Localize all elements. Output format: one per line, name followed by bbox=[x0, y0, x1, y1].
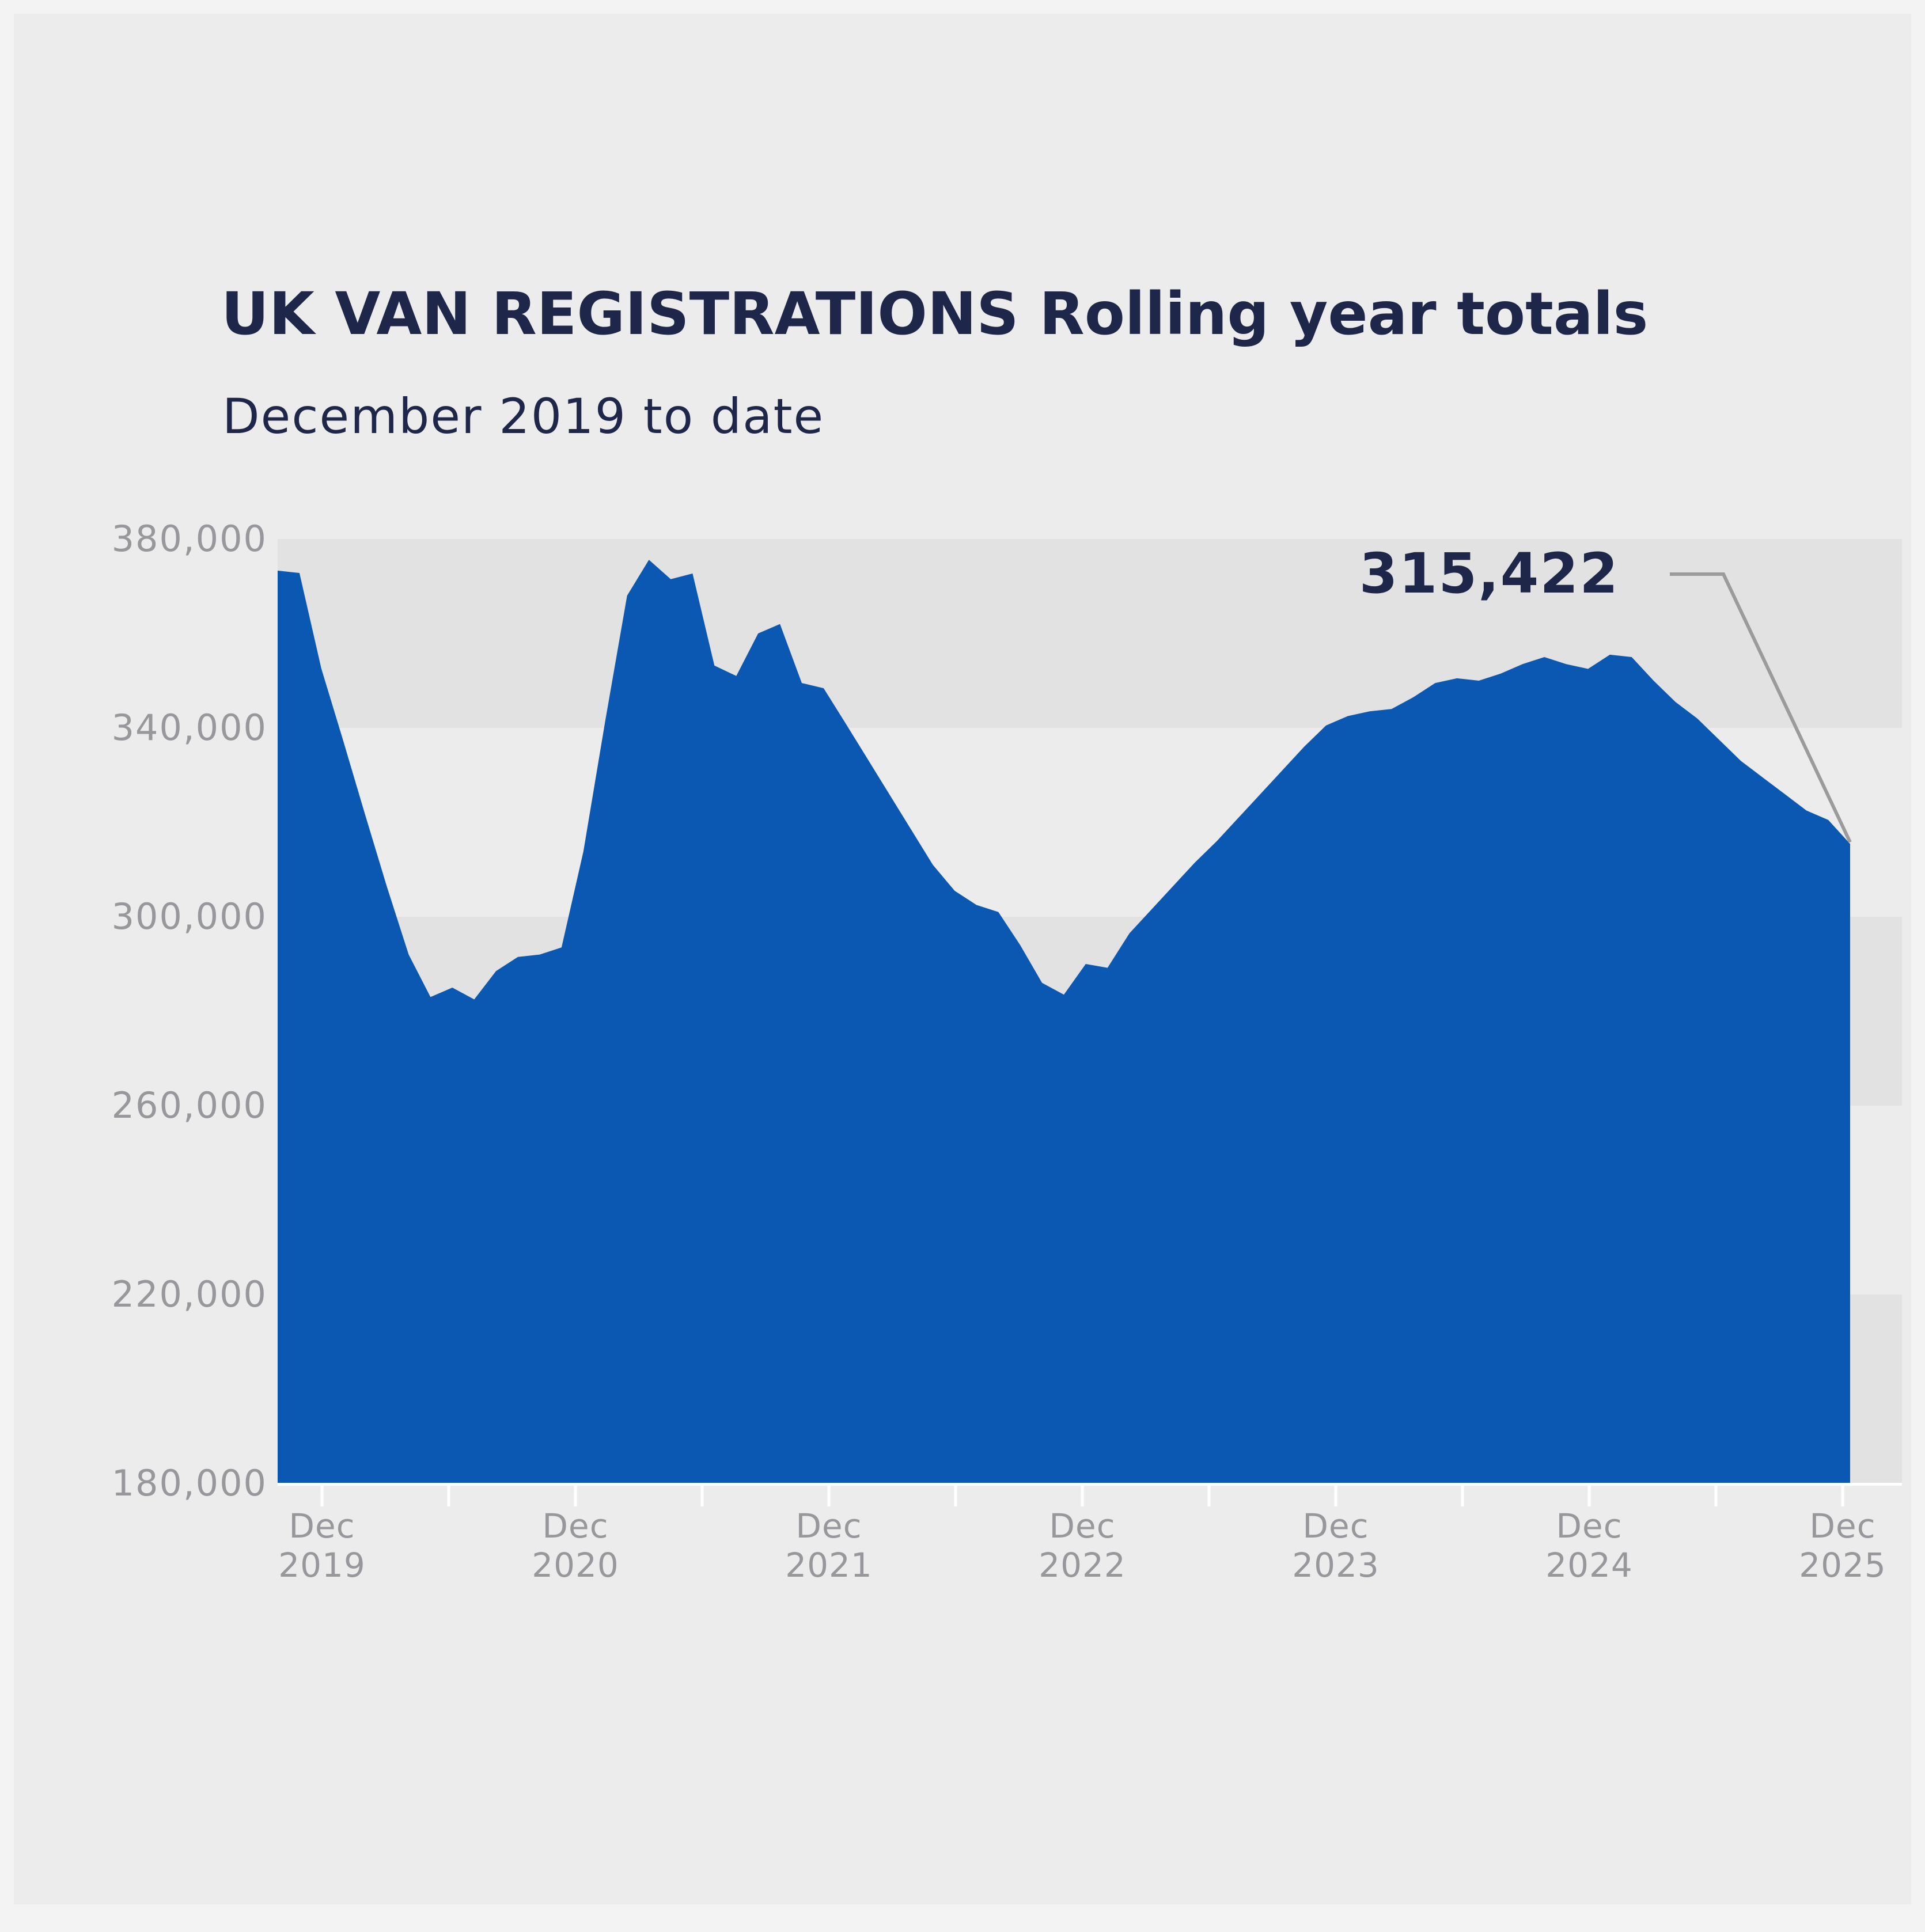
x-axis-label-dec-2020: Dec 2020 bbox=[532, 1506, 619, 1585]
x-axis-tick bbox=[1841, 1485, 1844, 1506]
x-axis-tick bbox=[320, 1485, 324, 1506]
x-axis-tick bbox=[447, 1485, 450, 1506]
y-axis-label-300000: 300,000 bbox=[111, 895, 267, 937]
x-axis-line bbox=[278, 1483, 1902, 1486]
x-axis-label-dec-2023: Dec 2023 bbox=[1292, 1506, 1380, 1585]
x-axis-tick bbox=[1587, 1485, 1591, 1506]
x-axis-tick bbox=[1334, 1485, 1337, 1506]
y-axis-label-340000: 340,000 bbox=[111, 707, 267, 749]
annotation-callout-line bbox=[1670, 572, 1852, 843]
x-axis-label-dec-2024: Dec 2024 bbox=[1545, 1506, 1633, 1585]
area-chart bbox=[278, 539, 1902, 1506]
chart-subtitle: December 2019 to date bbox=[222, 388, 825, 445]
y-axis-label-220000: 220,000 bbox=[111, 1273, 267, 1315]
annotation-value: 315,422 bbox=[1359, 541, 1619, 606]
chart-title: UK VAN REGISTRATIONS Rolling year totals bbox=[221, 280, 1649, 348]
y-axis-label-380000: 380,000 bbox=[111, 518, 267, 560]
x-axis-tick bbox=[827, 1485, 831, 1506]
x-axis-tick bbox=[1207, 1485, 1211, 1506]
x-axis-tick bbox=[700, 1485, 704, 1506]
x-axis-label-dec-2025: Dec 2025 bbox=[1799, 1506, 1886, 1585]
y-axis-label-180000: 180,000 bbox=[111, 1462, 267, 1504]
y-axis-label-260000: 260,000 bbox=[111, 1084, 267, 1126]
x-axis-tick bbox=[574, 1485, 577, 1506]
x-axis-label-dec-2021: Dec 2021 bbox=[785, 1506, 873, 1585]
x-axis-tick bbox=[954, 1485, 957, 1506]
chart-card: UK VAN REGISTRATIONS Rolling year totals… bbox=[14, 14, 1911, 1904]
x-axis-ticks bbox=[320, 1485, 1844, 1506]
x-axis-tick bbox=[1081, 1485, 1084, 1506]
x-axis-tick bbox=[1461, 1485, 1464, 1506]
x-axis-tick bbox=[1714, 1485, 1718, 1506]
area-series bbox=[278, 560, 1850, 1483]
x-axis-label-dec-2019: Dec 2019 bbox=[278, 1506, 366, 1585]
x-axis-label-dec-2022: Dec 2022 bbox=[1039, 1506, 1126, 1585]
